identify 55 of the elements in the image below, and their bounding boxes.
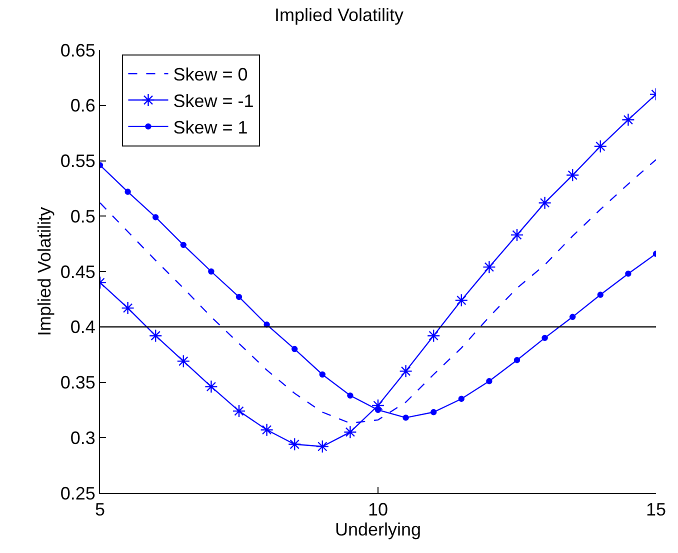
legend-label: Skew = 0: [173, 64, 248, 85]
y-tick-label: 0.25: [60, 483, 96, 504]
point: [594, 140, 607, 153]
point: [204, 380, 218, 394]
point: [570, 314, 576, 320]
point: [542, 334, 548, 342]
point: [566, 168, 580, 182]
point: [180, 242, 186, 248]
point: [374, 406, 382, 414]
point: [121, 301, 134, 315]
point: [597, 292, 604, 298]
x-tick-label: 15: [646, 500, 666, 520]
point: [486, 378, 492, 384]
y-tick-label: 0.3: [70, 428, 96, 448]
y-tick-label: 0.4: [70, 317, 96, 338]
point: [292, 346, 298, 352]
y-tick-label: 0.55: [60, 151, 96, 172]
legend-label: Skew = 1: [173, 117, 248, 138]
point: [622, 113, 635, 126]
point: [347, 392, 354, 399]
point: [510, 228, 524, 242]
point: [344, 425, 357, 439]
point: [124, 188, 131, 195]
x-tick-label: 10: [368, 500, 388, 520]
point: [399, 364, 412, 378]
y-tick-label: 0.65: [60, 40, 96, 60]
point: [316, 440, 329, 454]
point: [371, 398, 385, 412]
y-tick-label: 0.5: [70, 206, 96, 226]
y-tick-label: 0.35: [60, 372, 96, 393]
point: [152, 214, 159, 220]
point: [319, 371, 326, 378]
y-tick-label: 0.45: [60, 262, 96, 282]
point: [514, 357, 520, 364]
point: [625, 270, 632, 277]
y-tick-label: 0.6: [70, 96, 96, 116]
point: [236, 294, 242, 300]
point: [260, 423, 274, 436]
point: [538, 196, 552, 210]
point: [454, 294, 468, 307]
point: [232, 404, 246, 418]
point: [402, 414, 409, 421]
y-axis-title: Implied Volatility: [34, 206, 55, 336]
point: [288, 438, 302, 451]
point: [149, 329, 162, 342]
point: [430, 409, 437, 416]
point: [176, 354, 190, 368]
x-tick-label: 5: [94, 500, 106, 520]
point: [458, 396, 464, 402]
point: [482, 260, 496, 274]
legend-label: Skew = -1: [173, 91, 254, 112]
x-axis-title: Underlying: [334, 520, 422, 540]
point: [208, 268, 214, 275]
chart-title: Implied Volatility: [274, 4, 404, 25]
point: [427, 329, 440, 342]
